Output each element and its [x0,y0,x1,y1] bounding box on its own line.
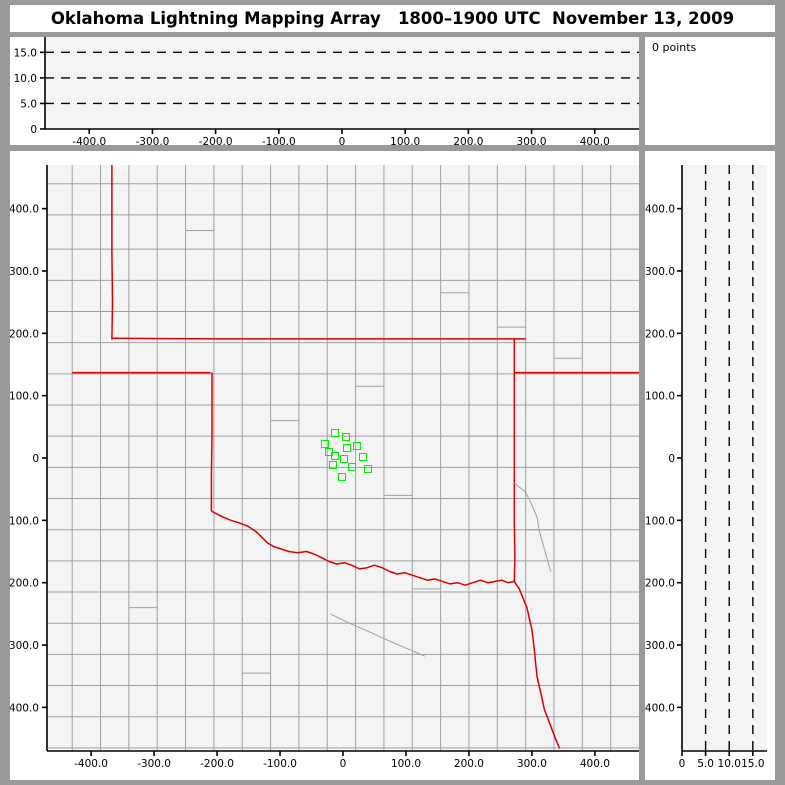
map-axes: 400.0 300.0 200.0 100.0 0 -100.0 -200.0 -300.0 -… [10,165,639,770]
svg-text:-100.0: -100.0 [263,758,297,770]
svg-text:100.0: 100.0 [645,391,675,403]
svg-text:-200.0: -200.0 [10,578,39,590]
svg-text:400.0: 400.0 [580,758,610,770]
svg-text:400.0: 400.0 [645,204,675,216]
svg-text:-200.0: -200.0 [200,758,234,770]
time-height-panel[interactable]: 0 5.0 10.0 15.0 -400.0 -300.0 -200.0 -100.0 0 100… [10,37,639,145]
svg-text:0: 0 [32,453,39,465]
svg-text:-400.0: -400.0 [10,702,39,714]
svg-text:200.0: 200.0 [645,328,675,340]
svg-text:-100.0: -100.0 [645,515,675,527]
svg-text:300.0: 300.0 [645,266,675,278]
svg-text:-200.0: -200.0 [199,136,233,145]
svg-text:-400.0: -400.0 [74,758,108,770]
svg-text:100.0: 100.0 [390,136,420,145]
vhf-source-point [359,452,368,461]
svg-text:-100.0: -100.0 [10,515,39,527]
svg-text:100.0: 100.0 [391,758,421,770]
svg-text:0: 0 [30,124,37,136]
svg-text:0: 0 [668,453,675,465]
svg-text:5.0: 5.0 [20,98,37,110]
svg-text:15.0: 15.0 [14,47,37,59]
svg-text:300.0: 300.0 [517,758,547,770]
vhf-source-point [340,455,349,464]
svg-text:-400.0: -400.0 [645,702,675,714]
svg-text:-200.0: -200.0 [645,578,675,590]
svg-text:-300.0: -300.0 [645,640,675,652]
svg-text:100.0: 100.0 [10,391,39,403]
svg-text:200.0: 200.0 [454,758,484,770]
svg-text:0: 0 [679,758,686,770]
svg-text:-300.0: -300.0 [135,136,169,145]
plan-view-map-panel[interactable]: 400.0 300.0 200.0 100.0 0 -100.0 -200.0 -300.0 -… [10,151,639,780]
svg-text:15.0: 15.0 [741,758,764,770]
vhf-source-point [364,465,373,474]
map-plot-area[interactable] [47,165,639,751]
page-title: Oklahoma Lightning Mapping Array 1800–19… [50,9,735,28]
svg-text:-400.0: -400.0 [72,136,106,145]
svg-text:400.0: 400.0 [580,136,610,145]
svg-text:-300.0: -300.0 [10,640,39,652]
vhf-source-point [347,462,356,471]
svg-text:0: 0 [339,136,346,145]
point-count-panel: 0 points [645,37,775,145]
height-vs-north-axes: 400.0 300.0 200.0 100.0 0 -100.0 -200.0 -300.0 -… [645,165,767,770]
svg-text:300.0: 300.0 [10,266,39,278]
svg-text:-100.0: -100.0 [262,136,296,145]
points-count-label: 0 points [652,41,697,54]
vhf-source-point [342,444,351,453]
svg-text:10.0: 10.0 [718,758,741,770]
vhf-source-point [341,432,350,441]
svg-text:400.0: 400.0 [10,204,39,216]
svg-text:-300.0: -300.0 [137,758,171,770]
vhf-source-point [328,461,337,470]
svg-text:10.0: 10.0 [14,73,37,85]
vhf-source-point [352,441,361,450]
svg-text:0: 0 [340,758,347,770]
time-height-axes: 0 5.0 10.0 15.0 -400.0 -300.0 -200.0 -100.0 0 100… [14,37,639,145]
svg-text:200.0: 200.0 [10,328,39,340]
svg-text:300.0: 300.0 [517,136,547,145]
vhf-source-point [331,451,340,460]
vhf-source-point [337,472,346,481]
county-state-boundaries [47,165,639,751]
svg-text:5.0: 5.0 [697,758,714,770]
title-bar: Oklahoma Lightning Mapping Array 1800–19… [10,5,775,32]
height-vs-north-panel[interactable]: 400.0 300.0 200.0 100.0 0 -100.0 -200.0 -300.0 -… [645,151,775,780]
vhf-source-point [331,429,340,438]
svg-text:200.0: 200.0 [453,136,483,145]
